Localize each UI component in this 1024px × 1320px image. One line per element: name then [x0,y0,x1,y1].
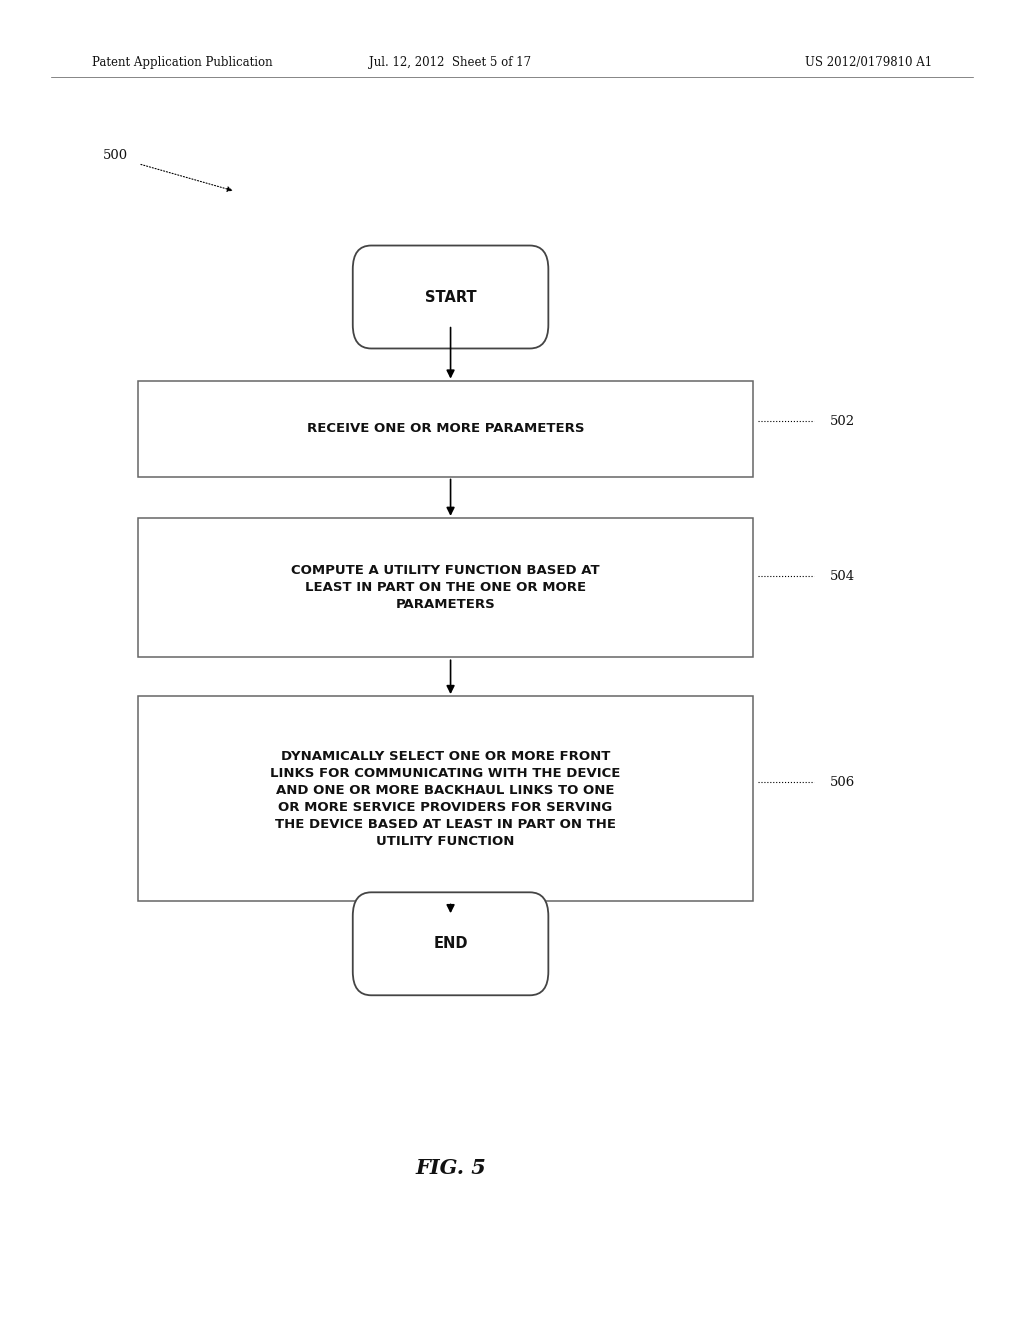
Text: COMPUTE A UTILITY FUNCTION BASED AT
LEAST IN PART ON THE ONE OR MORE
PARAMETERS: COMPUTE A UTILITY FUNCTION BASED AT LEAS… [291,564,600,611]
FancyBboxPatch shape [138,517,753,656]
Text: DYNAMICALLY SELECT ONE OR MORE FRONT
LINKS FOR COMMUNICATING WITH THE DEVICE
AND: DYNAMICALLY SELECT ONE OR MORE FRONT LIN… [270,750,621,847]
Text: START: START [425,289,476,305]
Text: Jul. 12, 2012  Sheet 5 of 17: Jul. 12, 2012 Sheet 5 of 17 [370,55,531,69]
FancyBboxPatch shape [352,892,549,995]
FancyBboxPatch shape [352,246,549,348]
Text: END: END [433,936,468,952]
Text: US 2012/0179810 A1: US 2012/0179810 A1 [805,55,932,69]
Text: Patent Application Publication: Patent Application Publication [92,55,272,69]
Text: 502: 502 [829,414,855,428]
FancyBboxPatch shape [138,381,753,477]
Text: 500: 500 [102,149,128,162]
Text: 506: 506 [829,776,855,789]
Text: 504: 504 [829,570,855,583]
Text: RECEIVE ONE OR MORE PARAMETERS: RECEIVE ONE OR MORE PARAMETERS [307,422,584,436]
FancyBboxPatch shape [138,697,753,900]
Text: FIG. 5: FIG. 5 [415,1158,486,1179]
